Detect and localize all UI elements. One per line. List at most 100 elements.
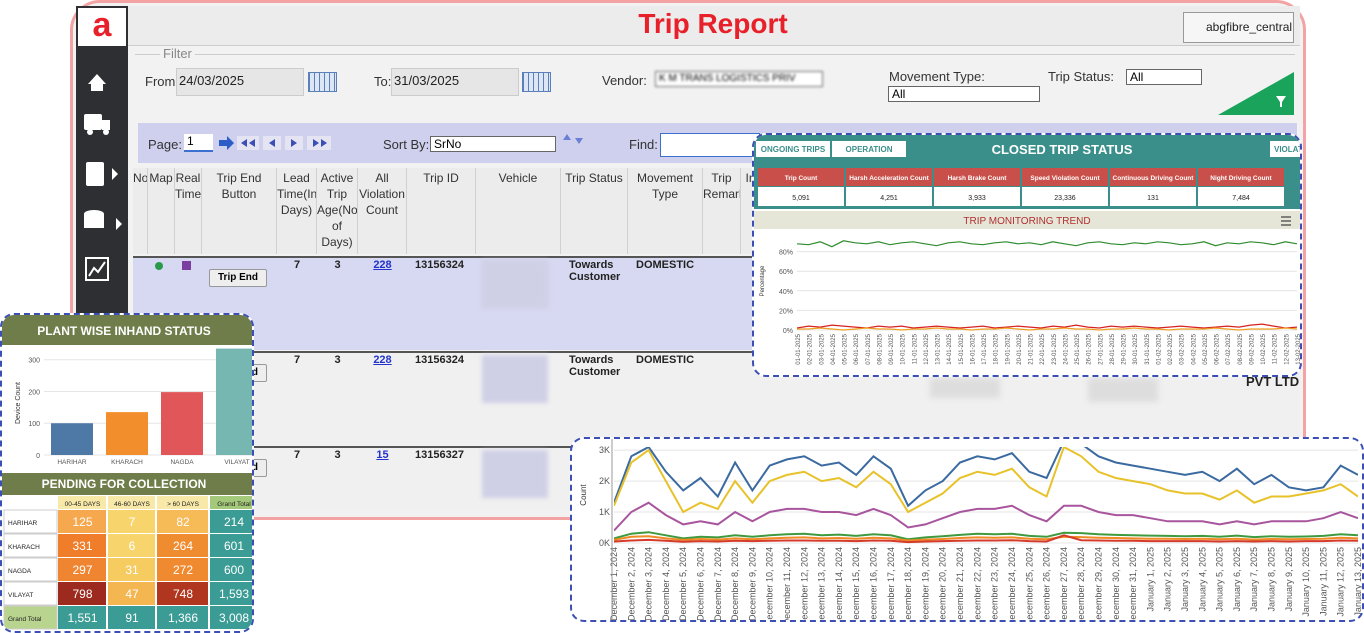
x-tick-label: 25-01-2025 — [1075, 333, 1081, 364]
x-tick-label: January 10, 2025 — [1301, 547, 1311, 617]
x-tick-label: December 25, 2024 — [1024, 547, 1034, 622]
x-tick-label: 06-02-2025 — [1215, 333, 1221, 364]
apply-filter[interactable] — [1218, 72, 1294, 115]
series-line — [614, 534, 1358, 544]
cell-value: 264 — [173, 539, 193, 553]
violation-link[interactable]: 228 — [373, 259, 392, 271]
x-tick-label: December 3, 2024 — [644, 547, 654, 621]
truck-icon[interactable] — [84, 114, 110, 135]
x-tick-label: 24-01-2025 — [1063, 333, 1069, 364]
x-tick-label: December 17, 2024 — [886, 547, 896, 622]
report-icon[interactable] — [86, 162, 118, 186]
metric-cell — [1110, 187, 1196, 206]
metric-value: 23,336 — [1054, 195, 1076, 202]
x-tick-label: 30-01-2025 — [1133, 333, 1139, 364]
x-tick-label: 16-01-2025 — [970, 333, 976, 364]
cell: 7 — [293, 354, 301, 366]
x-tick-label: January 1, 2025 — [1145, 547, 1155, 612]
row-label-cell — [3, 581, 58, 606]
user-button[interactable]: abgfibre_central — [1183, 12, 1294, 43]
page-input[interactable]: 1 — [184, 134, 213, 152]
data-icon[interactable] — [84, 210, 122, 230]
x-tick-label: 14-01-2025 — [947, 333, 953, 364]
cell — [210, 510, 252, 533]
plant-wise: PLANT WISE INHAND STATUS 0 100 200 300 Device… — [2, 315, 252, 630]
side-tab — [1270, 141, 1300, 157]
metric-value: 5,091 — [792, 195, 810, 202]
cell-value: 331 — [72, 539, 92, 553]
trip-status-select[interactable]: All — [1126, 69, 1202, 85]
row-label-cell — [3, 533, 58, 558]
x-tick-label: 28-01-2025 — [1110, 333, 1116, 364]
vehicle-blurred — [482, 260, 548, 308]
y-tick-label: 20% — [779, 308, 793, 315]
series-line — [614, 447, 1358, 508]
cell-value: 214 — [224, 515, 244, 529]
x-tick-label: December 2, 2024 — [626, 547, 636, 621]
y-tick-label: 0K — [599, 538, 610, 548]
find-input[interactable] — [660, 133, 760, 157]
cell — [108, 510, 155, 533]
vendor-select[interactable]: K M TRANS LOGISTICS PRIV — [655, 71, 823, 87]
violation-link[interactable]: 15 — [376, 449, 389, 461]
x-tick-label: December 24, 2024 — [1007, 547, 1017, 622]
x-tick-label: 06-01-2025 — [854, 333, 860, 364]
chart-icon[interactable] — [85, 257, 109, 281]
x-tick-label: 02-01-2025 — [808, 333, 814, 364]
calendar-icon[interactable] — [308, 72, 337, 92]
x-tick-label: 09-01-2025 — [889, 333, 895, 364]
x-tick-label: December 19, 2024 — [920, 547, 930, 622]
blurred-text — [930, 378, 1000, 398]
trip-end-button[interactable]: Trip End — [209, 269, 267, 287]
metric-value: 131 — [1147, 195, 1159, 202]
from-date[interactable]: 24/03/2025 — [176, 68, 304, 96]
metric-label: Continuous Driving Count — [1113, 175, 1195, 182]
cell — [58, 558, 106, 581]
column-header: Grand Total — [217, 501, 251, 508]
column-header: Trip Status — [561, 168, 628, 254]
realtime-icon[interactable] — [182, 261, 191, 270]
x-tick-label: 08-01-2025 — [877, 333, 883, 364]
header-cell — [157, 496, 208, 509]
x-tick-label: December 10, 2024 — [765, 547, 775, 622]
y-tick-label: 300 — [28, 358, 40, 365]
column-header: Trip End Button — [202, 168, 277, 254]
x-tick-label: 01-01-2025 — [796, 333, 802, 364]
column-header: Map — [148, 168, 175, 254]
pager-buttons[interactable] — [217, 133, 335, 153]
column-header: 00-45 DAYS — [65, 501, 101, 508]
to-date[interactable]: 31/03/2025 — [391, 68, 519, 96]
home-icon[interactable] — [88, 74, 106, 91]
y-axis-label: Device Count — [15, 382, 22, 424]
calendar-icon[interactable] — [522, 72, 551, 92]
menu-icon[interactable] — [1281, 216, 1291, 226]
metric-cell — [1022, 187, 1108, 206]
metric-header — [846, 168, 932, 186]
map-icon[interactable] — [155, 262, 163, 270]
count-panel: 0K 1K 2K 3K December 1, 2024 December 2, 2024… — [570, 437, 1364, 622]
y-tick-label: 100 — [28, 421, 40, 428]
x-tick-label: VILAYAT — [224, 459, 249, 466]
cell — [58, 582, 106, 605]
cell-value: 1,551 — [67, 611, 97, 625]
bar — [216, 348, 252, 455]
x-tick-label: December 6, 2024 — [696, 547, 706, 621]
x-tick-label: 13-02-2025 — [1296, 333, 1300, 364]
movement-type-select[interactable]: All — [888, 86, 1040, 102]
x-tick-label: 11-02-2025 — [1273, 333, 1279, 364]
sort-arrows[interactable] — [560, 132, 586, 150]
x-tick-label: 17-01-2025 — [982, 333, 988, 364]
vehicle-blurred — [482, 355, 548, 403]
x-tick-label: December 26, 2024 — [1042, 547, 1052, 622]
peek-text: PVT LTD — [1246, 374, 1300, 389]
tab[interactable] — [832, 141, 906, 157]
sort-select[interactable]: SrNo — [430, 136, 556, 152]
tab[interactable] — [756, 141, 830, 157]
sort-label: Sort By: — [383, 137, 430, 152]
cell-value: 6 — [129, 539, 136, 553]
cell — [108, 534, 155, 557]
blurred-text — [1088, 378, 1158, 402]
violation-link[interactable]: 228 — [373, 354, 392, 366]
count-trend-chart: 0K 1K 2K 3K December 1, 2024 December 2, 2024… — [579, 439, 1362, 622]
